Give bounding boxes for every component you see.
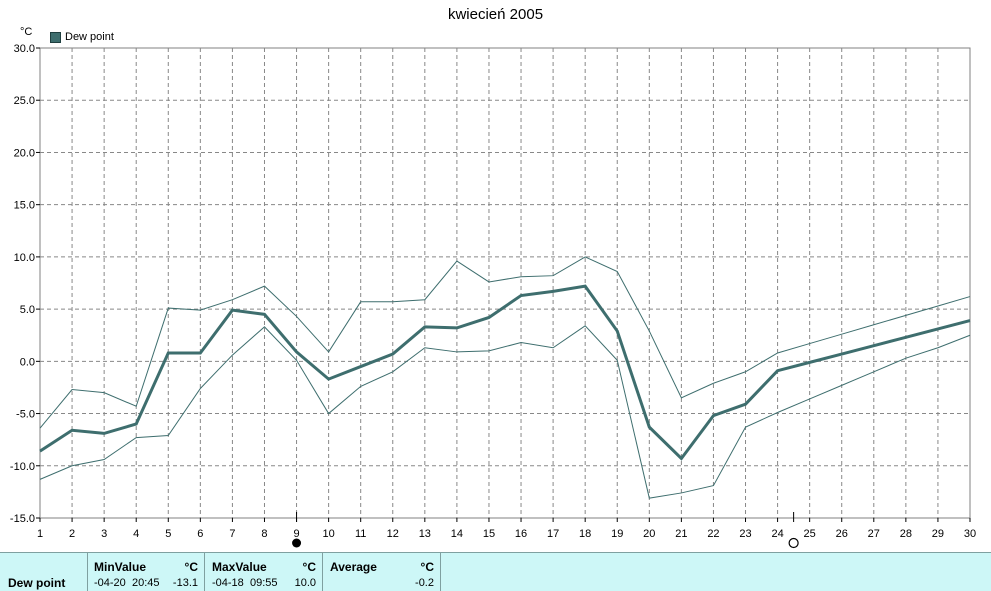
y-tick-label: 25.0 [14, 95, 35, 107]
series-line-avg [39, 284, 971, 461]
min-value-cell: MinValue °C -04-20 20:45 -13.1 [88, 553, 205, 591]
x-tick-label: 3 [101, 528, 107, 540]
average-cell: Average °C -0.2 [323, 553, 441, 591]
x-tick-label: 10 [322, 528, 334, 540]
y-tick-label: 5.0 [20, 304, 35, 316]
x-tick-label: 9 [293, 528, 299, 540]
average-unit: °C [420, 560, 434, 574]
x-tick-label: 29 [932, 528, 944, 540]
legend-label: Dew point [65, 31, 114, 43]
y-tick-label: 0.0 [20, 356, 35, 368]
y-tick-label: 20.0 [14, 147, 35, 159]
x-tick-label: 30 [964, 528, 976, 540]
stats-label-cell: Dew point [0, 553, 88, 591]
x-tick-label: 4 [133, 528, 139, 540]
x-tick-label: 1 [37, 528, 43, 540]
max-header: MaxValue [212, 560, 267, 574]
y-tick-label: 15.0 [14, 200, 35, 212]
stats-row-label: Dew point [8, 576, 66, 590]
x-tick-label: 22 [707, 528, 719, 540]
legend-swatch [50, 31, 61, 43]
x-tick-label: 24 [771, 528, 783, 540]
x-tick-label: 15 [483, 528, 495, 540]
x-tick-label: 8 [261, 528, 267, 540]
min-time: 20:45 [132, 577, 160, 589]
y-tick-label: -15.0 [10, 513, 35, 525]
y-tick-label: 10.0 [14, 252, 35, 264]
x-tick-label: 18 [579, 528, 591, 540]
y-tick-label: 30.0 [14, 43, 35, 55]
x-tick-label: 11 [355, 528, 366, 540]
x-tick-label: 13 [419, 528, 431, 540]
y-tick-label: -5.0 [16, 409, 35, 421]
x-tick-label: 23 [739, 528, 751, 540]
min-date: -04-20 [94, 577, 126, 589]
x-tick-label: 27 [868, 528, 880, 540]
x-tick-label: 14 [451, 528, 463, 540]
max-unit: °C [302, 560, 316, 574]
x-tick-label: 21 [675, 528, 687, 540]
average-header: Average [330, 560, 377, 574]
max-value: 10.0 [294, 577, 316, 589]
x-tick-label: 12 [387, 528, 399, 540]
series-line-min [39, 325, 971, 499]
x-tick-label: 25 [804, 528, 816, 540]
x-tick-label: 6 [197, 528, 203, 540]
max-time: 09:55 [250, 577, 278, 589]
min-value: -13.1 [172, 577, 198, 589]
x-tick-label: 2 [69, 528, 75, 540]
y-tick-label: -10.0 [10, 461, 35, 473]
chart-title: kwiecień 2005 [447, 6, 544, 23]
x-tick-label: 5 [165, 528, 171, 540]
x-tick-label: 28 [900, 528, 912, 540]
x-tick-label: 26 [836, 528, 848, 540]
y-axis-unit: °C [20, 26, 33, 38]
filled-circle-marker [292, 538, 302, 548]
x-tick-label: 17 [547, 528, 559, 540]
max-date: -04-18 [212, 577, 244, 589]
stats-panel: Dew point MinValue °C -04-20 20:45 -13.1… [0, 552, 991, 591]
average-value: -0.2 [415, 577, 434, 589]
open-circle-marker [788, 537, 799, 549]
x-tick-label: 16 [515, 528, 527, 540]
min-header: MinValue [94, 560, 147, 574]
legend: Dew point [50, 31, 114, 43]
x-tick-label: 7 [229, 528, 235, 540]
dew-point-chart: 30.0 25.0 20.0 15.0 10.0 5.0 0.0 -5.0 -10.0 -15.0… [10, 43, 976, 549]
x-tick-label: 19 [611, 528, 623, 540]
max-value-cell: MaxValue °C -04-18 09:55 10.0 [205, 553, 323, 591]
plot-frame [39, 47, 971, 519]
series-line-max [39, 256, 971, 429]
min-unit: °C [184, 560, 198, 574]
x-tick-label: 20 [643, 528, 655, 540]
